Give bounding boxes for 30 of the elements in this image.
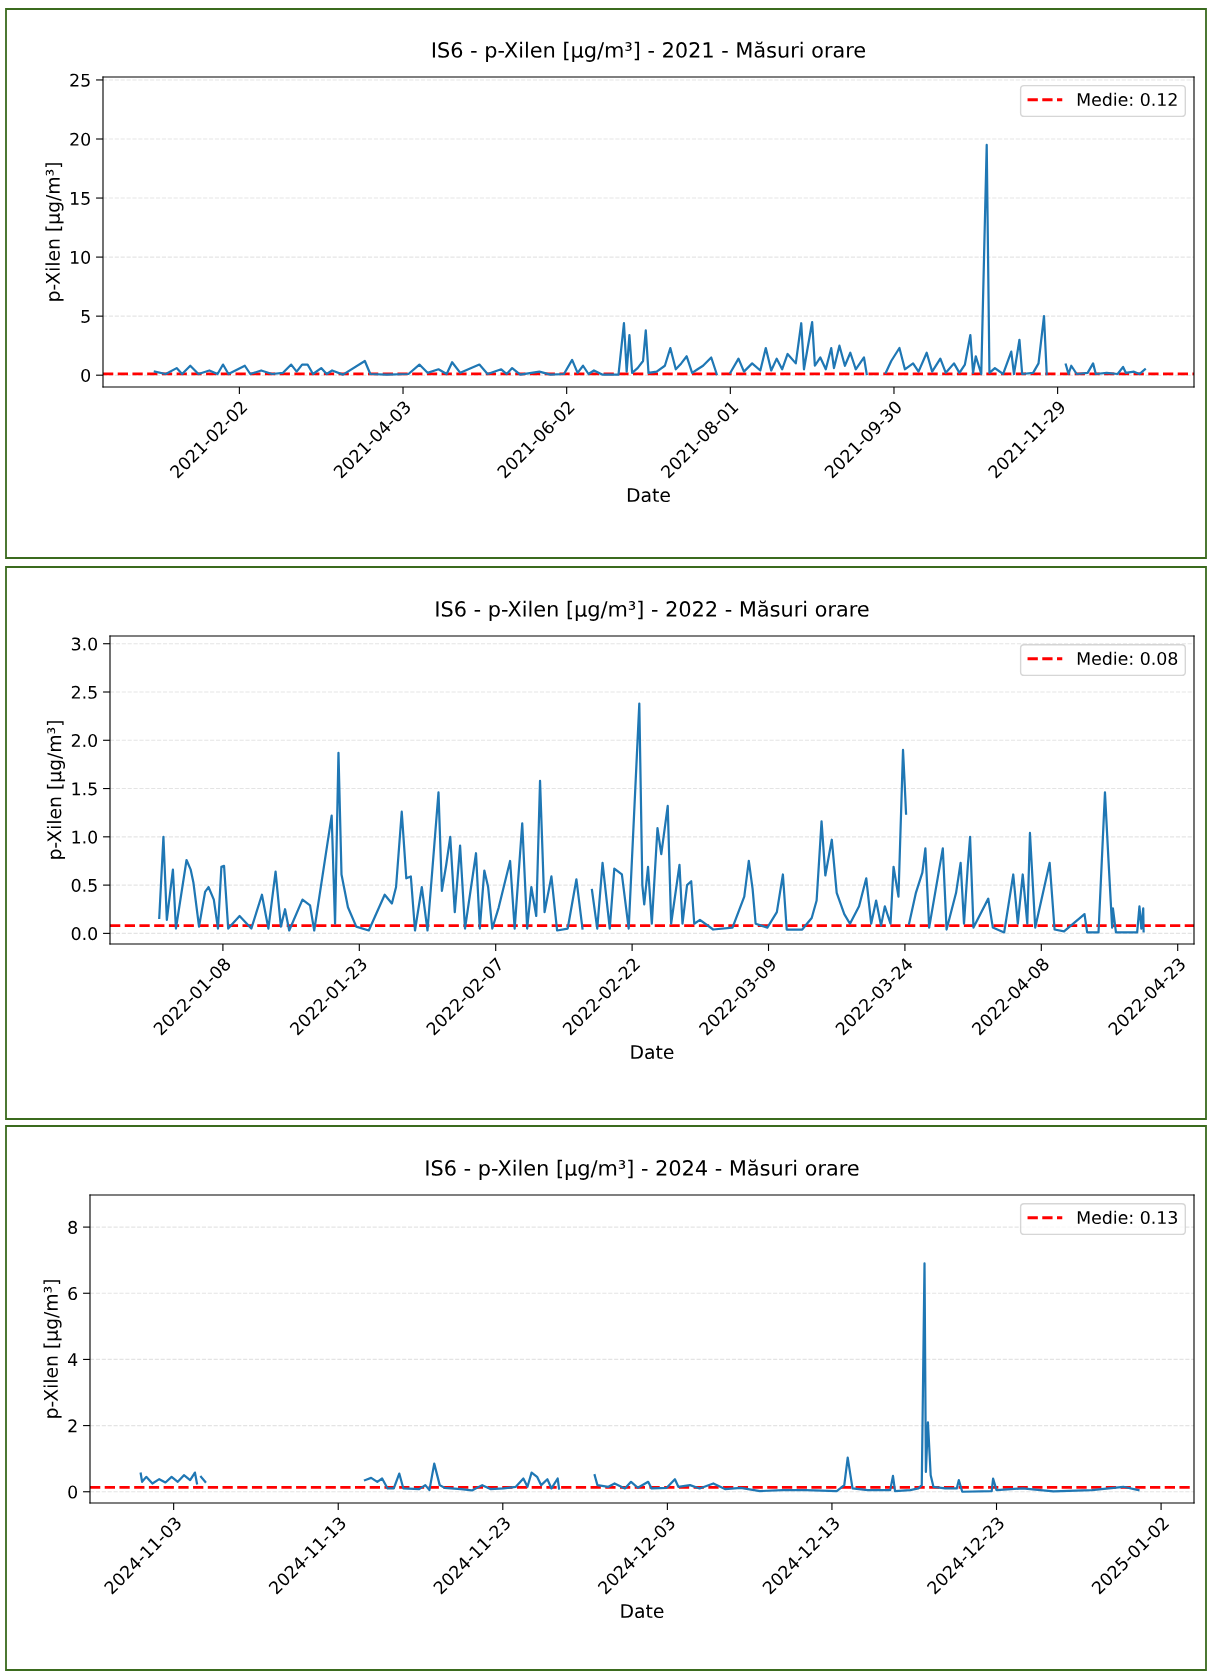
y-axis-title: p-Xilen [µg/m³] bbox=[45, 163, 64, 301]
chart-title: IS6 - p-Xilen [µg/m³] - 2022 - Măsuri orare bbox=[436, 600, 869, 621]
y-tick-label: 1.0 bbox=[72, 830, 98, 844]
y-axis-title: p-Xilen [µg/m³] bbox=[46, 721, 66, 859]
chart-title: IS6 - p-Xilen [µg/m³] - 2021 - Măsuri orare bbox=[432, 41, 866, 62]
y-tick-label: 10 bbox=[71, 250, 91, 264]
y-tick-label: 20 bbox=[70, 132, 91, 146]
y-tick-label: 0.0 bbox=[71, 927, 98, 941]
x-axis-title: Date bbox=[621, 1604, 664, 1619]
y-tick-label: 3.0 bbox=[71, 637, 98, 651]
y-tick-label: 6 bbox=[68, 1286, 78, 1301]
y-tick-label: 0.5 bbox=[71, 878, 97, 892]
y-tick-label: 5 bbox=[81, 310, 90, 323]
y-tick-label: 0 bbox=[81, 368, 91, 383]
y-tick-label: 0 bbox=[68, 1485, 78, 1499]
y-tick-label: 8 bbox=[68, 1220, 78, 1234]
y-tick-label: 2.5 bbox=[71, 685, 97, 699]
y-tick-label: 1.5 bbox=[72, 782, 97, 796]
x-axis-title: Date bbox=[627, 488, 670, 503]
y-tick-label: 2.0 bbox=[71, 733, 98, 748]
legend-label: Medie: 0.12 bbox=[1077, 92, 1177, 107]
legend-label: Medie: 0.13 bbox=[1077, 1210, 1177, 1225]
y-tick-label: 4 bbox=[68, 1353, 78, 1367]
y-tick-label: 2 bbox=[68, 1419, 77, 1433]
y-axis-title: p-Xilen [µg/m³] bbox=[43, 1280, 62, 1418]
x-axis-title: Date bbox=[631, 1045, 674, 1060]
y-tick-label: 15 bbox=[71, 191, 90, 205]
legend-label: Medie: 0.08 bbox=[1077, 651, 1178, 666]
y-tick-label: 25 bbox=[70, 73, 90, 87]
chart-title: IS6 - p-Xilen [µg/m³] - 2024 - Măsuri orare bbox=[426, 1159, 859, 1180]
